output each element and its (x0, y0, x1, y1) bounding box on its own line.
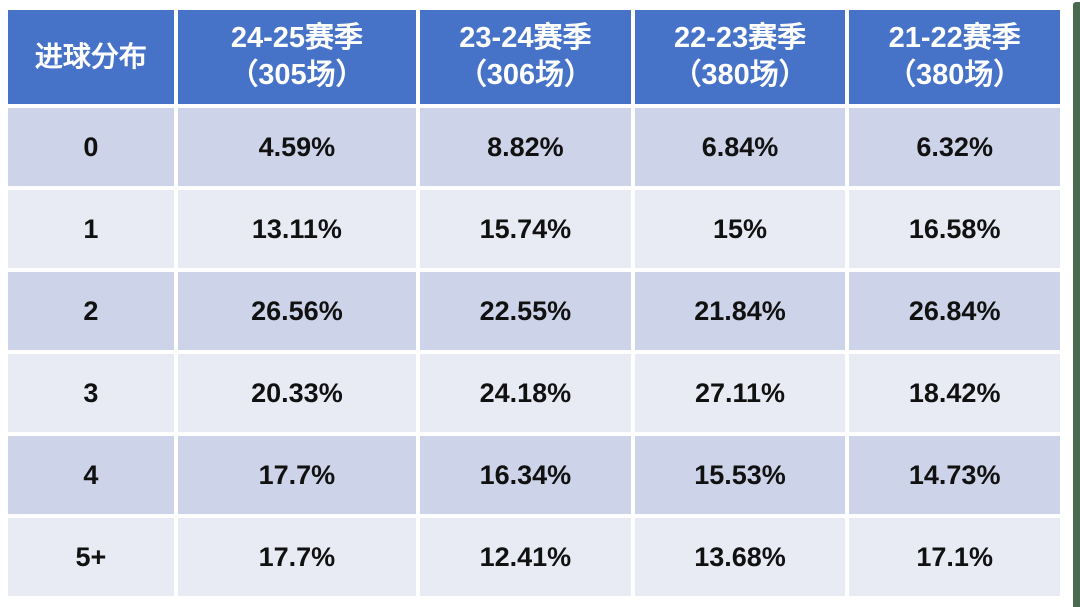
data-cell: 4.59% (177, 108, 417, 186)
table-header-row: 进球分布 24-25赛季 （305场） 23-24赛季 （306场） 22-23… (8, 10, 1060, 104)
data-cell: 16.58% (849, 190, 1060, 268)
row-label: 3 (8, 354, 174, 432)
header-cell-season-23-24: 23-24赛季 （306场） (420, 10, 631, 104)
data-cell: 6.32% (849, 108, 1060, 186)
data-cell: 14.73% (849, 436, 1060, 514)
header-title: 进球分布 (34, 41, 147, 73)
table-row-goals-4: 4 17.7% 16.34% 15.53% 14.73% (8, 436, 1060, 514)
table-row-goals-1: 1 13.11% 15.74% 15% 16.58% (8, 190, 1060, 268)
table-row-goals-0: 0 4.59% 8.82% 6.84% 6.32% (8, 108, 1060, 186)
data-cell: 17.1% (849, 518, 1060, 596)
table-row-goals-3: 3 20.33% 24.18% 27.11% 18.42% (8, 354, 1060, 432)
header-subtitle: （380场） (672, 59, 808, 91)
row-label: 2 (8, 272, 174, 350)
header-title: 24-25赛季 (230, 21, 363, 54)
data-cell: 21.84% (634, 272, 846, 350)
header-cell-season-22-23: 22-23赛季 （380场） (634, 10, 846, 104)
header-subtitle: （306场） (457, 59, 594, 91)
data-cell: 15.74% (420, 190, 631, 268)
data-cell: 20.33% (177, 354, 417, 432)
table-row-goals-5plus: 5+ 17.7% 12.41% 13.68% 17.1% (8, 518, 1060, 596)
header-subtitle: （380场） (886, 59, 1023, 91)
data-cell: 8.82% (420, 108, 631, 186)
header-title: 21-22赛季 (888, 21, 1021, 54)
data-cell: 18.42% (849, 354, 1060, 432)
data-cell: 24.18% (420, 354, 631, 432)
header-cell-season-24-25: 24-25赛季 （305场） (177, 10, 417, 104)
data-cell: 6.84% (634, 108, 846, 186)
data-cell: 12.41% (420, 518, 631, 596)
data-cell: 27.11% (634, 354, 846, 432)
data-cell: 26.56% (177, 272, 417, 350)
table-row-goals-2: 2 26.56% 22.55% 21.84% 26.84% (8, 272, 1060, 350)
header-subtitle: （305场） (229, 59, 365, 91)
header-title: 22-23赛季 (673, 21, 807, 54)
data-cell: 22.55% (420, 272, 631, 350)
row-label: 1 (8, 190, 174, 268)
goal-distribution-table: 进球分布 24-25赛季 （305场） 23-24赛季 （306场） 22-23… (4, 6, 1064, 600)
header-title: 23-24赛季 (459, 21, 592, 54)
page-edge-accent (1073, 2, 1080, 607)
data-cell: 13.11% (177, 190, 417, 268)
row-label: 4 (8, 436, 174, 514)
data-cell: 13.68% (634, 518, 846, 596)
data-cell: 15.53% (634, 436, 846, 514)
data-cell: 17.7% (177, 436, 417, 514)
row-label: 5+ (8, 518, 174, 596)
data-cell: 26.84% (849, 272, 1060, 350)
data-cell: 16.34% (420, 436, 631, 514)
data-cell: 15% (634, 190, 846, 268)
row-label: 0 (8, 108, 174, 186)
header-cell-goal-distribution: 进球分布 (8, 10, 174, 104)
data-cell: 17.7% (177, 518, 417, 596)
header-cell-season-21-22: 21-22赛季 （380场） (849, 10, 1060, 104)
